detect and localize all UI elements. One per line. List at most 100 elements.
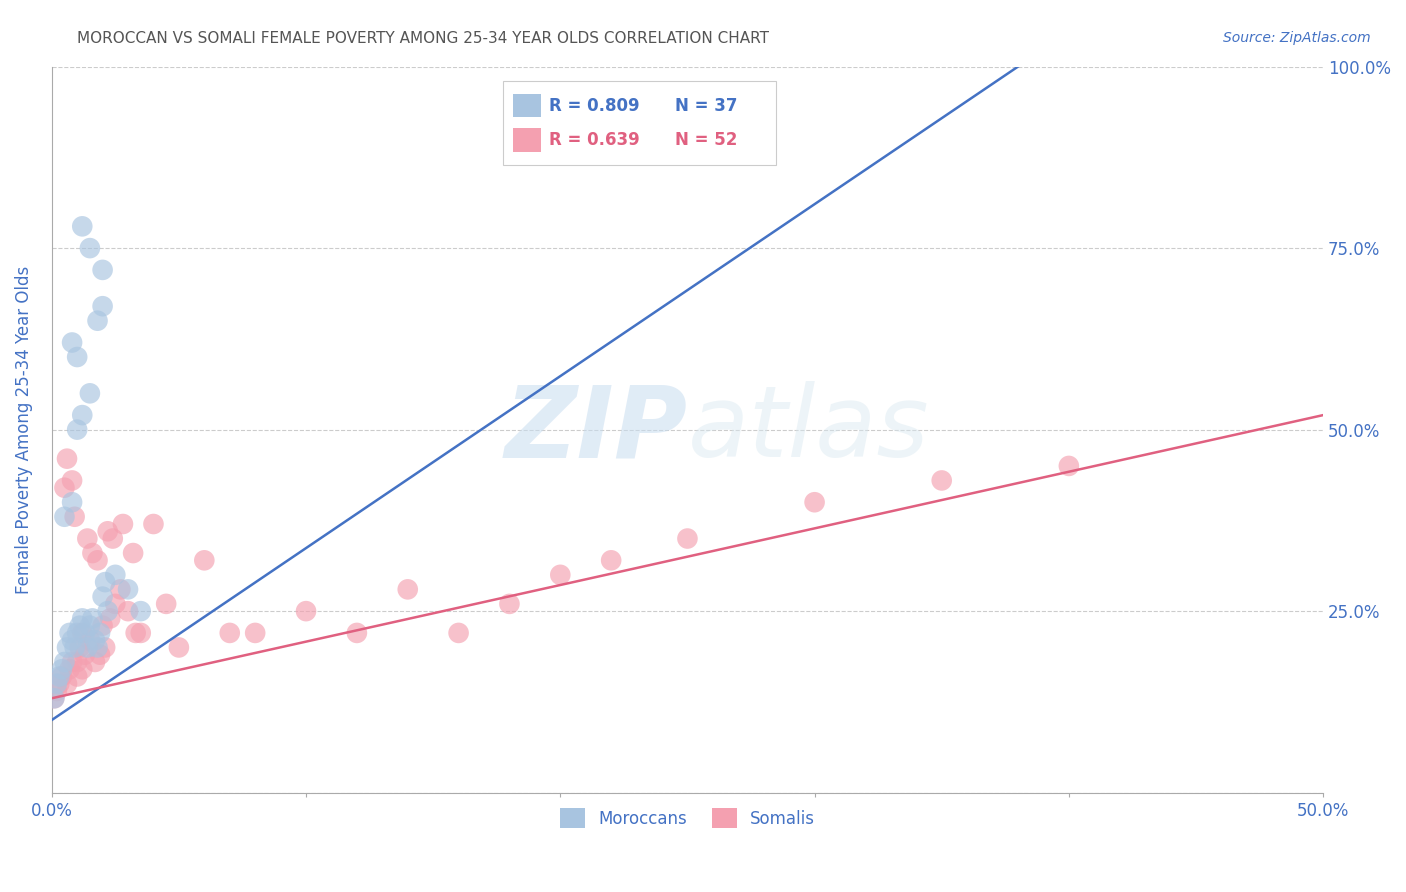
Text: N = 52: N = 52	[675, 131, 737, 149]
Point	[56, 640, 79, 655]
Point	[86, 553, 108, 567]
Point	[51, 669, 73, 683]
Point	[94, 640, 117, 655]
Point	[122, 546, 145, 560]
Point	[66, 423, 89, 437]
Point	[44, 691, 66, 706]
Point	[63, 640, 86, 655]
Point	[803, 495, 825, 509]
Point	[142, 516, 165, 531]
Point	[53, 509, 76, 524]
Point	[124, 626, 146, 640]
Point	[66, 350, 89, 364]
Point	[86, 640, 108, 655]
Point	[58, 626, 80, 640]
Point	[56, 451, 79, 466]
Point	[89, 648, 111, 662]
Point	[82, 611, 104, 625]
Point	[91, 618, 114, 632]
Point	[84, 633, 107, 648]
Text: atlas: atlas	[688, 381, 929, 478]
Point	[56, 677, 79, 691]
Point	[447, 626, 470, 640]
Point	[79, 241, 101, 255]
Bar	[513, 95, 541, 118]
Point	[129, 604, 152, 618]
Legend: Moroccans, Somalis: Moroccans, Somalis	[553, 802, 823, 835]
Point	[51, 662, 73, 676]
Point	[396, 582, 419, 597]
Point	[129, 626, 152, 640]
Point	[69, 618, 91, 632]
Point	[117, 582, 139, 597]
Point	[98, 611, 121, 625]
Point	[72, 408, 94, 422]
Point	[104, 597, 127, 611]
Point	[82, 546, 104, 560]
Point	[72, 219, 94, 234]
Point	[295, 604, 318, 618]
Point	[79, 633, 101, 648]
Point	[53, 481, 76, 495]
Point	[66, 655, 89, 669]
Point	[60, 633, 83, 648]
Point	[111, 516, 134, 531]
Point	[66, 626, 89, 640]
Point	[600, 553, 623, 567]
Text: N = 37: N = 37	[675, 97, 737, 115]
Point	[72, 611, 94, 625]
Point	[44, 691, 66, 706]
Point	[243, 626, 266, 640]
Point	[86, 314, 108, 328]
Point	[84, 655, 107, 669]
Point	[91, 590, 114, 604]
Point	[931, 474, 953, 488]
Point	[63, 509, 86, 524]
FancyBboxPatch shape	[503, 81, 776, 165]
Point	[76, 532, 98, 546]
Point	[58, 662, 80, 676]
Bar	[513, 128, 541, 152]
Point	[72, 662, 94, 676]
Point	[97, 524, 120, 539]
Text: MOROCCAN VS SOMALI FEMALE POVERTY AMONG 25-34 YEAR OLDS CORRELATION CHART: MOROCCAN VS SOMALI FEMALE POVERTY AMONG …	[77, 31, 769, 46]
Point	[110, 582, 132, 597]
Point	[218, 626, 240, 640]
Point	[76, 640, 98, 655]
Point	[97, 604, 120, 618]
Point	[66, 669, 89, 683]
Point	[73, 626, 96, 640]
Text: R = 0.809: R = 0.809	[548, 97, 640, 115]
Point	[550, 567, 572, 582]
Point	[73, 648, 96, 662]
Point	[48, 669, 70, 683]
Point	[346, 626, 368, 640]
Point	[45, 677, 67, 691]
Point	[79, 618, 101, 632]
Point	[155, 597, 177, 611]
Point	[1057, 458, 1080, 473]
Point	[79, 386, 101, 401]
Point	[117, 604, 139, 618]
Text: ZIP: ZIP	[505, 381, 688, 478]
Point	[676, 532, 699, 546]
Text: R = 0.639: R = 0.639	[548, 131, 640, 149]
Point	[60, 495, 83, 509]
Point	[94, 575, 117, 590]
Point	[498, 597, 520, 611]
Point	[193, 553, 215, 567]
Point	[89, 626, 111, 640]
Point	[91, 299, 114, 313]
Point	[45, 684, 67, 698]
Point	[167, 640, 190, 655]
Point	[53, 655, 76, 669]
Point	[60, 474, 83, 488]
Point	[91, 263, 114, 277]
Text: Source: ZipAtlas.com: Source: ZipAtlas.com	[1223, 31, 1371, 45]
Point	[104, 567, 127, 582]
Point	[101, 532, 124, 546]
Y-axis label: Female Poverty Among 25-34 Year Olds: Female Poverty Among 25-34 Year Olds	[15, 266, 32, 594]
Point	[60, 655, 83, 669]
Point	[48, 677, 70, 691]
Point	[72, 626, 94, 640]
